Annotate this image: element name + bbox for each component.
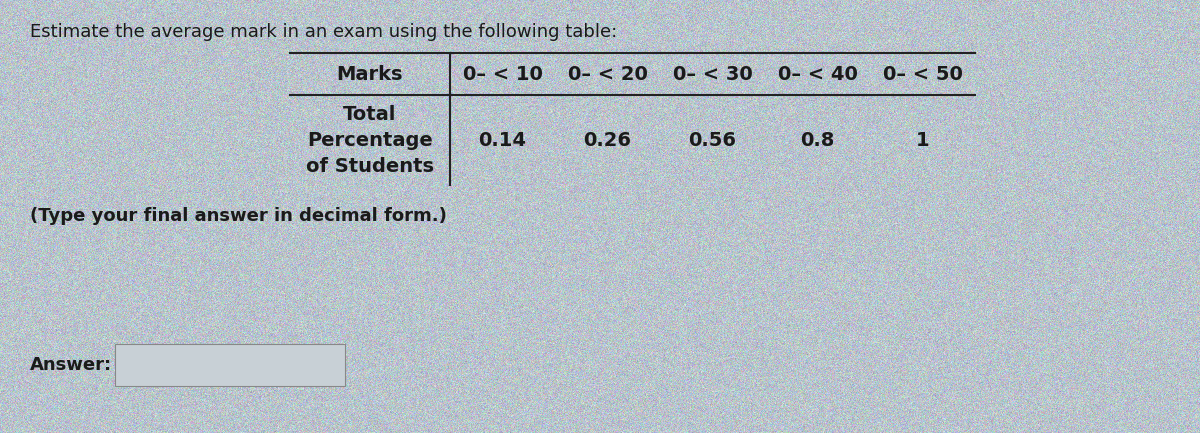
Text: 0.56: 0.56 (689, 130, 737, 149)
Text: Estimate the average mark in an exam using the following table:: Estimate the average mark in an exam usi… (30, 23, 617, 41)
FancyBboxPatch shape (115, 344, 346, 386)
Text: 0– < 30: 0– < 30 (673, 65, 752, 84)
Text: 1: 1 (916, 130, 929, 149)
Text: 0– < 40: 0– < 40 (778, 65, 858, 84)
Text: Answer:: Answer: (30, 356, 112, 374)
Text: of Students: of Students (306, 156, 434, 175)
Text: 0.14: 0.14 (479, 130, 527, 149)
Text: (Type your final answer in decimal form.): (Type your final answer in decimal form.… (30, 207, 446, 225)
Text: 0– < 20: 0– < 20 (568, 65, 648, 84)
Text: 0.26: 0.26 (583, 130, 631, 149)
Text: Percentage: Percentage (307, 130, 433, 149)
Text: 0– < 50: 0– < 50 (882, 65, 962, 84)
Text: 0.8: 0.8 (800, 130, 835, 149)
Text: 0– < 10: 0– < 10 (462, 65, 542, 84)
Text: Total: Total (343, 104, 397, 123)
Text: Marks: Marks (337, 65, 403, 84)
